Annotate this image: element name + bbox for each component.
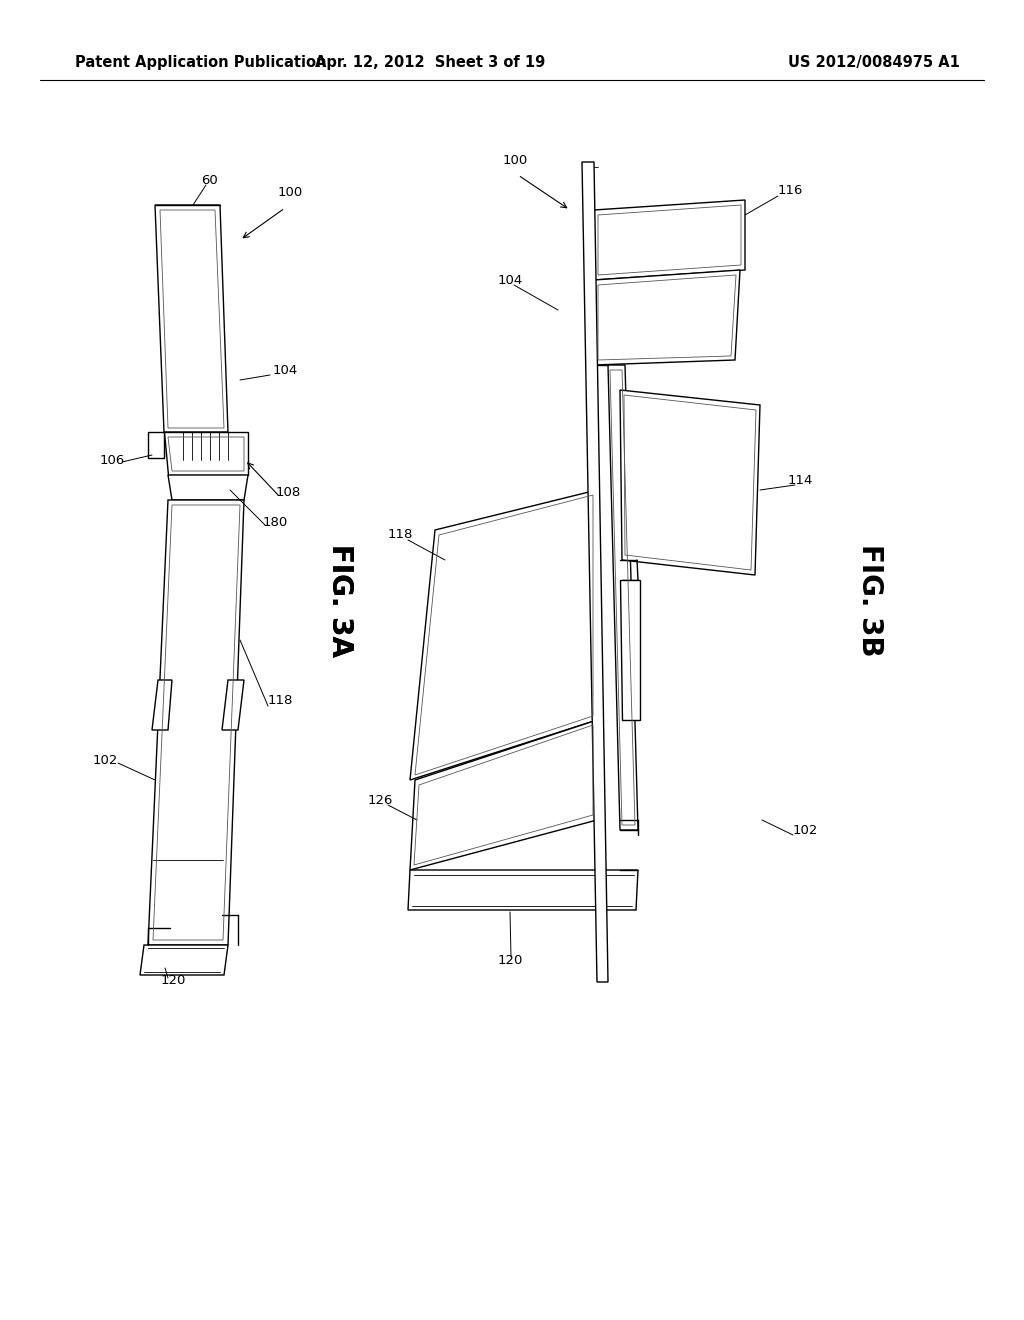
- Text: 106: 106: [99, 454, 125, 466]
- Text: FIG. 3A: FIG. 3A: [326, 544, 354, 656]
- Text: 118: 118: [387, 528, 413, 541]
- Polygon shape: [410, 490, 597, 780]
- Polygon shape: [608, 366, 638, 830]
- Polygon shape: [152, 680, 172, 730]
- Text: Patent Application Publication: Patent Application Publication: [75, 54, 327, 70]
- Text: 100: 100: [278, 186, 303, 198]
- Text: 120: 120: [161, 974, 185, 986]
- Polygon shape: [620, 389, 760, 576]
- Text: 118: 118: [267, 693, 293, 706]
- Text: 116: 116: [777, 183, 803, 197]
- Text: 114: 114: [787, 474, 813, 487]
- Text: 102: 102: [92, 754, 118, 767]
- Text: 60: 60: [201, 173, 217, 186]
- Polygon shape: [140, 945, 228, 975]
- Text: 102: 102: [793, 824, 818, 837]
- Polygon shape: [148, 432, 164, 458]
- Polygon shape: [582, 162, 608, 982]
- Text: 104: 104: [272, 363, 298, 376]
- Text: US 2012/0084975 A1: US 2012/0084975 A1: [788, 54, 961, 70]
- Polygon shape: [594, 271, 740, 366]
- Text: FIG. 3B: FIG. 3B: [856, 544, 884, 656]
- Text: 104: 104: [498, 273, 522, 286]
- Text: FIG. 3A: FIG. 3A: [326, 544, 354, 656]
- Polygon shape: [168, 475, 248, 500]
- Text: Apr. 12, 2012  Sheet 3 of 19: Apr. 12, 2012 Sheet 3 of 19: [314, 54, 545, 70]
- Polygon shape: [222, 680, 244, 730]
- Polygon shape: [408, 870, 638, 909]
- Polygon shape: [620, 579, 640, 719]
- Polygon shape: [155, 205, 228, 432]
- Polygon shape: [164, 432, 248, 475]
- Polygon shape: [594, 201, 745, 280]
- Polygon shape: [410, 719, 597, 870]
- Text: 100: 100: [503, 153, 527, 166]
- Text: 108: 108: [275, 486, 301, 499]
- Text: 120: 120: [498, 953, 522, 966]
- Polygon shape: [148, 500, 244, 945]
- Text: 180: 180: [262, 516, 288, 528]
- Text: 126: 126: [368, 793, 392, 807]
